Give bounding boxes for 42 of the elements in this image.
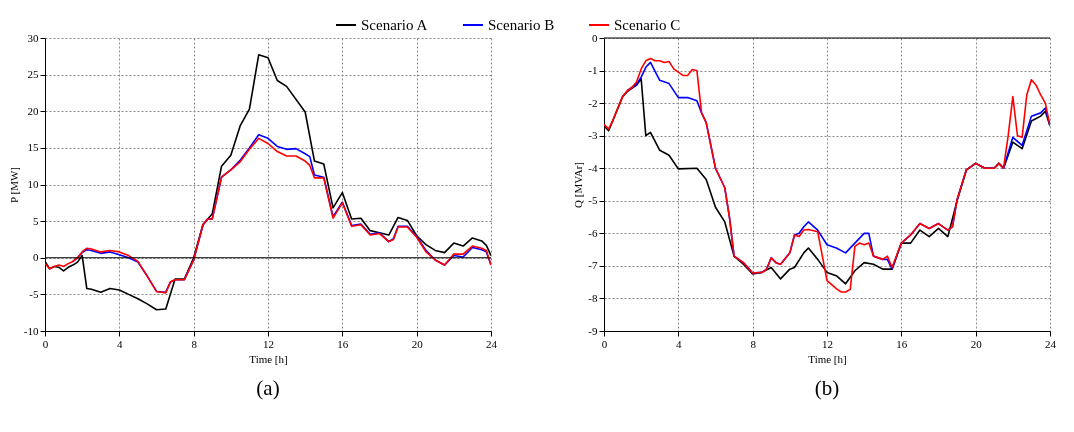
y-tick-label: -5 bbox=[29, 287, 39, 300]
y-tick-label: -9 bbox=[588, 324, 598, 337]
x-tick-label: 4 bbox=[676, 337, 683, 350]
y-tick-label: 0 bbox=[592, 31, 598, 44]
legend-label: Scenario C bbox=[614, 17, 681, 33]
x-tick-label: 0 bbox=[42, 337, 49, 350]
x-axis-title: Time [h] bbox=[808, 352, 847, 365]
legend-label: Scenario B bbox=[488, 17, 555, 33]
text: (a) bbox=[256, 376, 280, 400]
x-tick-label: 20 bbox=[411, 337, 424, 350]
y-tick-label: -7 bbox=[588, 259, 598, 272]
y-tick-label: -2 bbox=[588, 96, 598, 109]
y-tick-label: 25 bbox=[27, 68, 39, 81]
y-tick-label: -6 bbox=[588, 226, 598, 239]
x-tick-label: 0 bbox=[601, 337, 608, 350]
y-tick-label: -8 bbox=[588, 291, 598, 304]
x-tick-label: 8 bbox=[750, 337, 757, 350]
y-axis-title: P [MW] bbox=[7, 167, 20, 203]
y-tick-label: -1 bbox=[588, 64, 598, 77]
x-tick-label: 8 bbox=[191, 337, 198, 350]
x-tick-label: 24 bbox=[486, 337, 498, 350]
x-tick-label: 20 bbox=[970, 337, 983, 350]
x-axis-title: Time [h] bbox=[249, 352, 288, 365]
y-tick-label: -4 bbox=[588, 161, 598, 174]
y-tick-label: -3 bbox=[588, 129, 598, 142]
y-tick-label: 30 bbox=[27, 31, 39, 44]
y-tick-label: 5 bbox=[33, 214, 39, 227]
x-tick-label: 16 bbox=[896, 337, 908, 350]
legend-label: Scenario A bbox=[361, 17, 428, 33]
y-axis-title: Q [MVAr] bbox=[572, 162, 585, 208]
y-tick-label: 20 bbox=[27, 104, 39, 117]
y-tick-label: 15 bbox=[27, 141, 39, 154]
y-tick-label: -5 bbox=[588, 194, 598, 207]
x-tick-label: 12 bbox=[263, 337, 274, 350]
x-tick-label: 4 bbox=[117, 337, 124, 350]
y-tick-label: -10 bbox=[23, 324, 39, 337]
x-tick-label: 16 bbox=[337, 337, 349, 350]
y-tick-label: 10 bbox=[27, 178, 39, 190]
y-tick-label: 0 bbox=[33, 251, 39, 264]
x-tick-label: 12 bbox=[822, 337, 833, 350]
text: (b) bbox=[814, 376, 840, 400]
x-tick-label: 24 bbox=[1045, 337, 1057, 350]
